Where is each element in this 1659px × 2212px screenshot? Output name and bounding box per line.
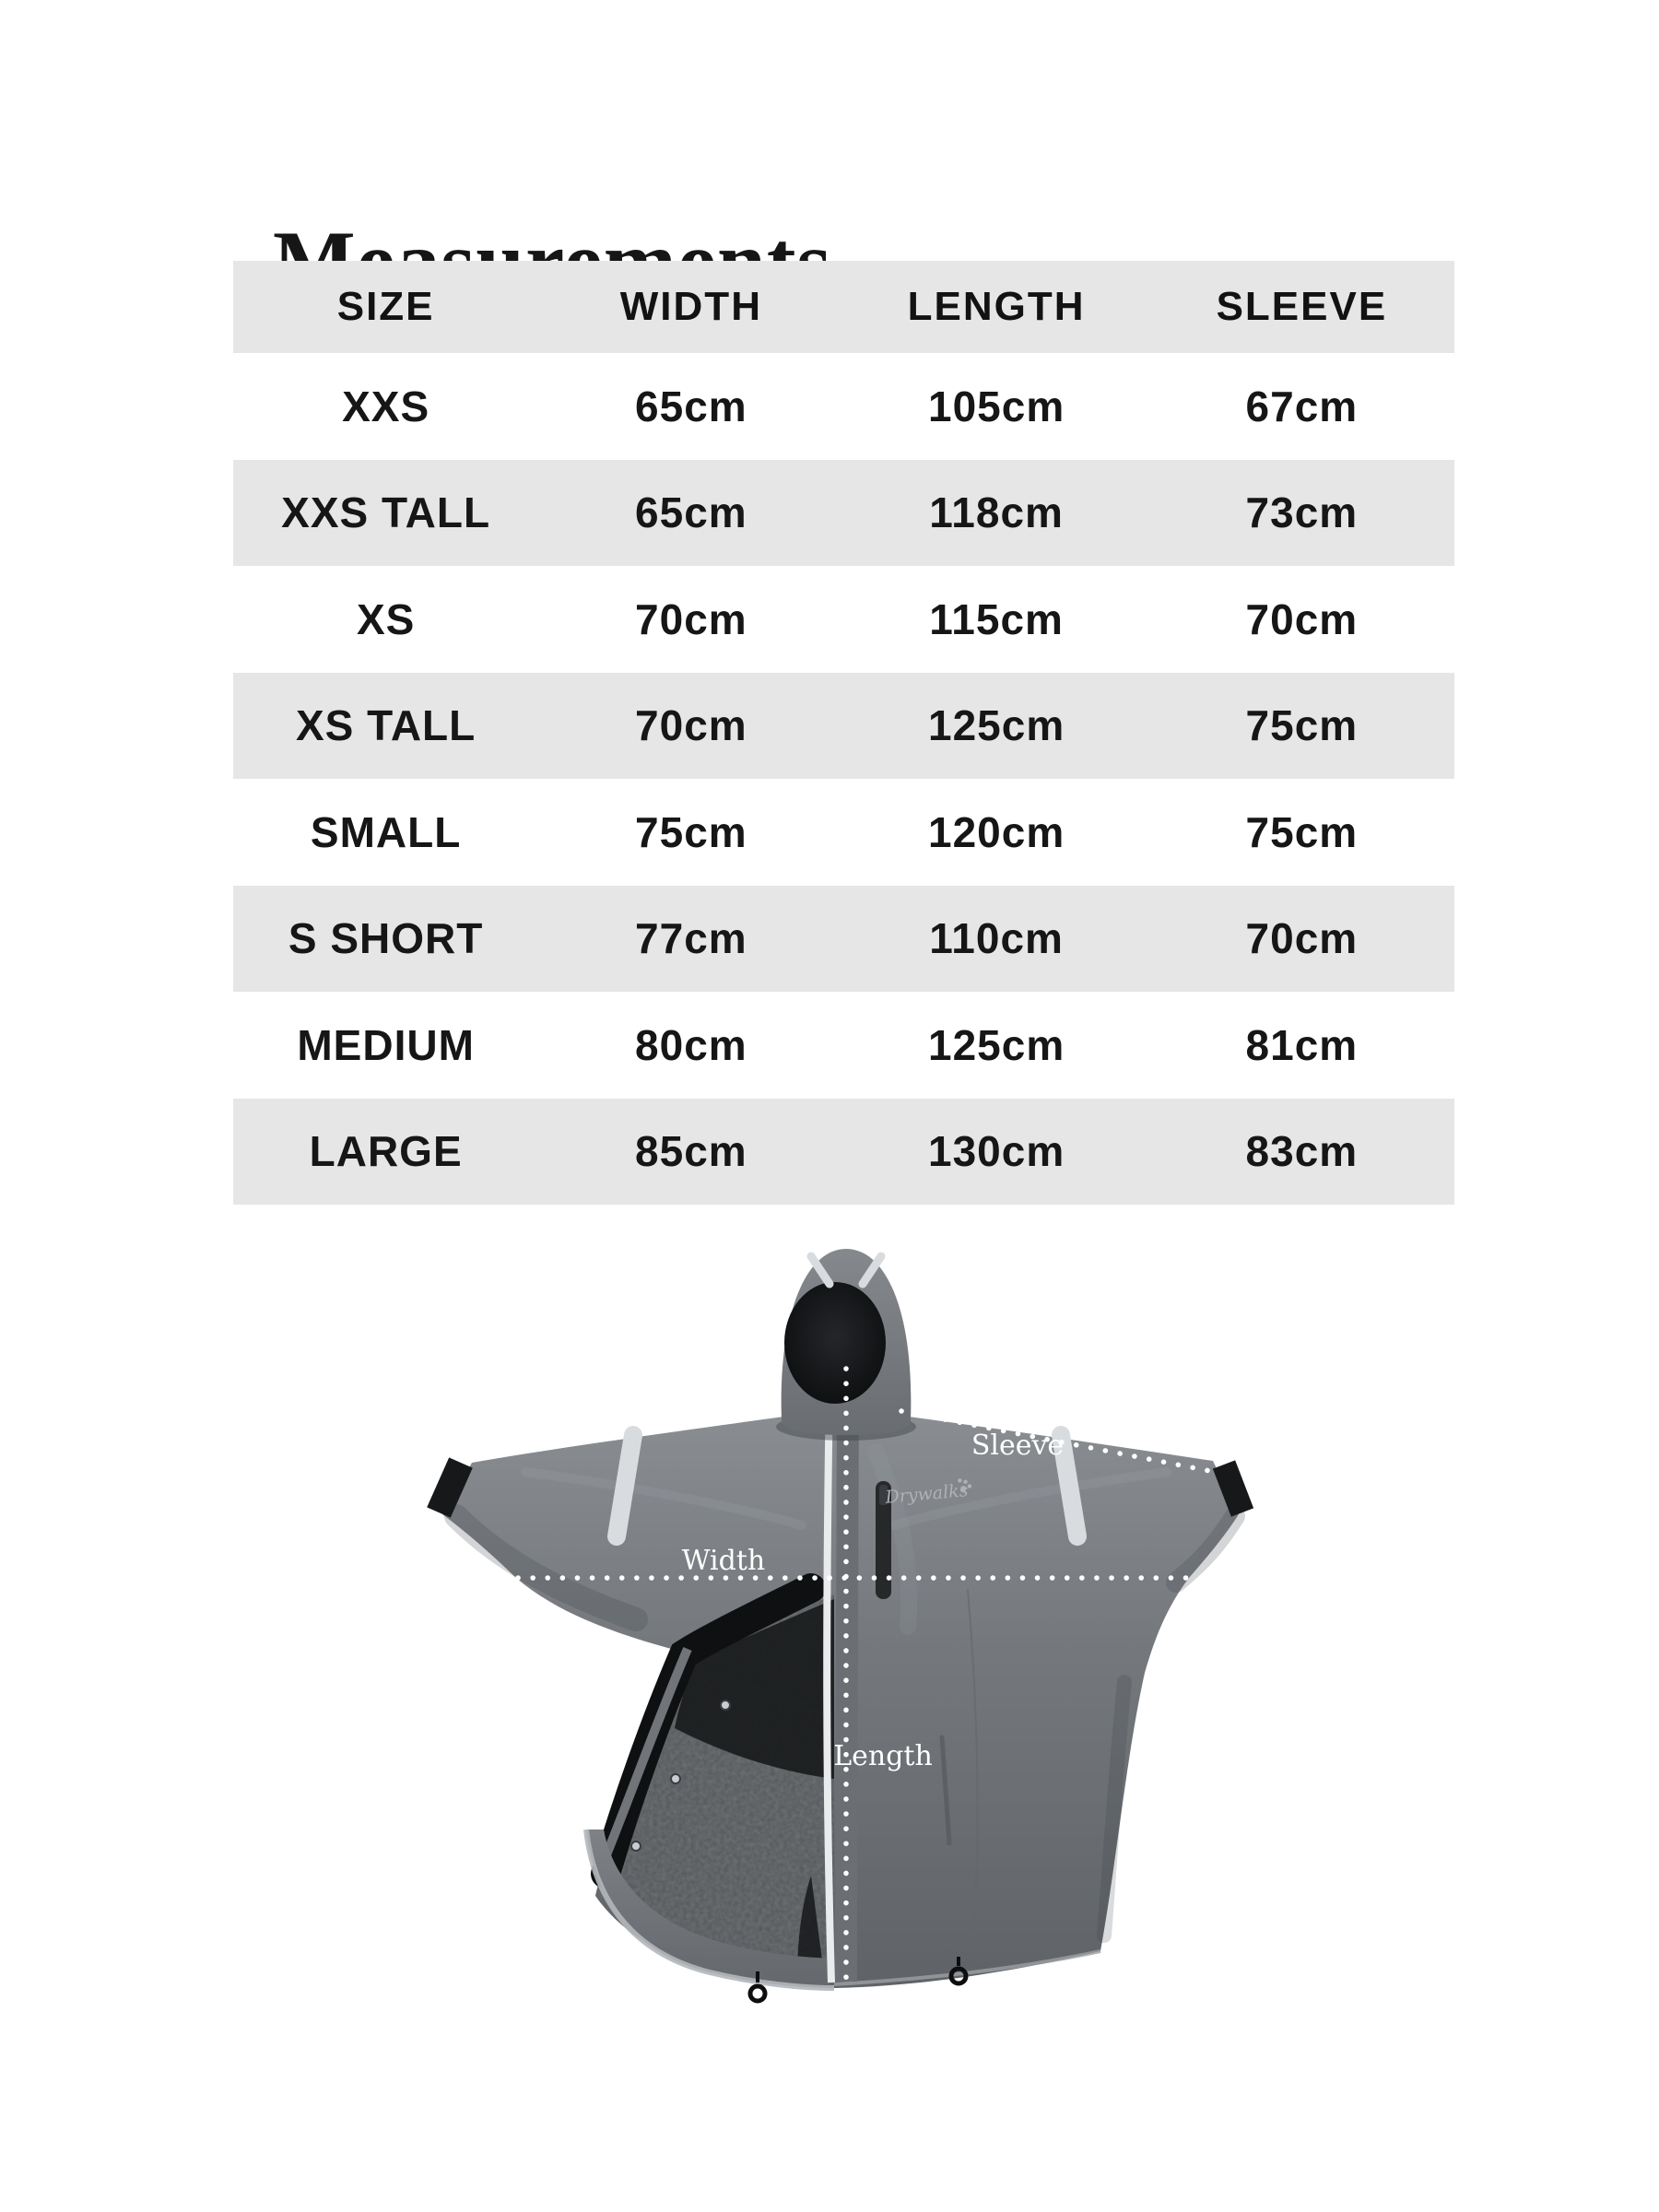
length-cell: 110cm [929, 914, 1064, 963]
reflective-strips [607, 1426, 1087, 1546]
length-cell: 125cm [928, 701, 1065, 750]
table-body: XXS 65cm 105cm 67cm XXS TALL 65cm 118cm … [233, 353, 1454, 1205]
table-row: XS TALL 70cm 125cm 75cm [233, 672, 1454, 779]
width-cell: 65cm [635, 488, 747, 537]
flap-hem-fold [586, 1830, 834, 1988]
width-cell: 70cm [635, 701, 747, 750]
size-cell: XXS TALL [281, 488, 491, 537]
length-cell: 120cm [928, 807, 1065, 856]
header-cell-size: SIZE [336, 284, 435, 329]
table-row: XXS TALL 65cm 118cm 73cm [233, 459, 1454, 566]
width-label: Width [682, 1545, 765, 1577]
open-front-lining [583, 1573, 1101, 1991]
sleeve-cell: 83cm [1245, 1127, 1359, 1176]
left-cuff [427, 1457, 473, 1518]
hood [776, 1249, 916, 1441]
front-zip [823, 1386, 859, 1983]
chest-zip-pull [879, 1485, 888, 1505]
length-label: Length [833, 1740, 933, 1772]
hood-strip-right [858, 1252, 886, 1288]
paw-icon [958, 1478, 972, 1492]
length-cell: 125cm [928, 1020, 1065, 1069]
robe-illustration: Drywalks Sleeve Width [427, 1249, 1254, 2101]
table-header-row: SIZE WIDTH LENGTH SLEEVE [233, 261, 1454, 353]
hem-toggles [747, 1957, 969, 2004]
sleeve-cell: 73cm [1245, 488, 1359, 537]
size-table: SIZE WIDTH LENGTH SLEEVE XXS 65cm 105cm … [233, 261, 1454, 1205]
measurement-lines [515, 1366, 1218, 2101]
flap-hem-binding [583, 1829, 835, 1991]
garment-diagram: Drywalks Sleeve Width [415, 1240, 1290, 2161]
zip-placket [835, 1391, 859, 1983]
size-cell: SMALL [310, 807, 462, 856]
left-sleeve-reflective-strip [607, 1426, 642, 1546]
table-row: S SHORT 77cm 110cm 70cm [233, 885, 1454, 992]
width-cell: 70cm [635, 594, 747, 643]
right-sleeve-reflective-strip [1052, 1426, 1087, 1546]
size-cell: LARGE [309, 1127, 463, 1176]
hood-strip-left [806, 1252, 834, 1288]
size-cell: XS [356, 594, 416, 643]
table-row: MEDIUM 80cm 125cm 81cm [233, 992, 1454, 1099]
header-cell-sleeve: SLEEVE [1216, 284, 1388, 329]
width-cell: 85cm [635, 1127, 747, 1176]
right-cuff [1212, 1460, 1254, 1517]
length-cell: 130cm [928, 1127, 1065, 1176]
chest-pocket [876, 1481, 891, 1599]
left-toggle-loop [747, 1983, 768, 2004]
right-toggle-loop [948, 1966, 969, 1986]
size-cell: S SHORT [288, 914, 484, 963]
width-cell: 80cm [635, 1020, 747, 1069]
sleeve-cell: 70cm [1245, 914, 1359, 963]
hood-opening [784, 1282, 886, 1404]
lining-gap-shadow [797, 1876, 825, 1982]
lining-top-shadow [675, 1599, 834, 1779]
right-hem-binding [833, 1949, 1101, 1986]
width-cell: 75cm [635, 807, 747, 856]
size-cell: MEDIUM [297, 1020, 475, 1069]
width-cell: 77cm [635, 914, 747, 963]
snap-studs [630, 1700, 731, 1852]
header-cell-length: LENGTH [907, 284, 1086, 329]
length-cell: 115cm [929, 594, 1064, 643]
shell-shading [444, 1443, 1245, 1955]
width-cell: 65cm [635, 382, 747, 430]
chest-zip [876, 1481, 891, 1599]
length-cell: 105cm [928, 382, 1065, 430]
flap-binding-edge [594, 1647, 692, 1877]
table-row: SMALL 75cm 120cm 75cm [233, 779, 1454, 886]
length-cell: 118cm [929, 488, 1064, 537]
sleeve-cell: 75cm [1245, 701, 1359, 750]
size-cell: XS TALL [296, 701, 477, 750]
header-cell-width: WIDTH [619, 284, 762, 329]
table-row: XXS 65cm 105cm 67cm [233, 353, 1454, 460]
size-cell: XXS [342, 382, 430, 430]
table-row: XS 70cm 115cm 70cm [233, 566, 1454, 673]
sleeve-cell: 75cm [1245, 807, 1359, 856]
hood-reflective-strips [806, 1252, 886, 1288]
sleeve-measure-line [899, 1408, 1218, 1475]
sleeve-label: Sleeve [971, 1430, 1064, 1462]
sleeve-cell: 81cm [1245, 1020, 1359, 1069]
zip-tape [823, 1386, 835, 1983]
sleeve-cell: 70cm [1245, 594, 1359, 643]
cuffs [427, 1457, 1254, 1518]
table-row: LARGE 85cm 130cm 83cm [233, 1098, 1454, 1205]
sleeve-cell: 67cm [1245, 382, 1359, 430]
